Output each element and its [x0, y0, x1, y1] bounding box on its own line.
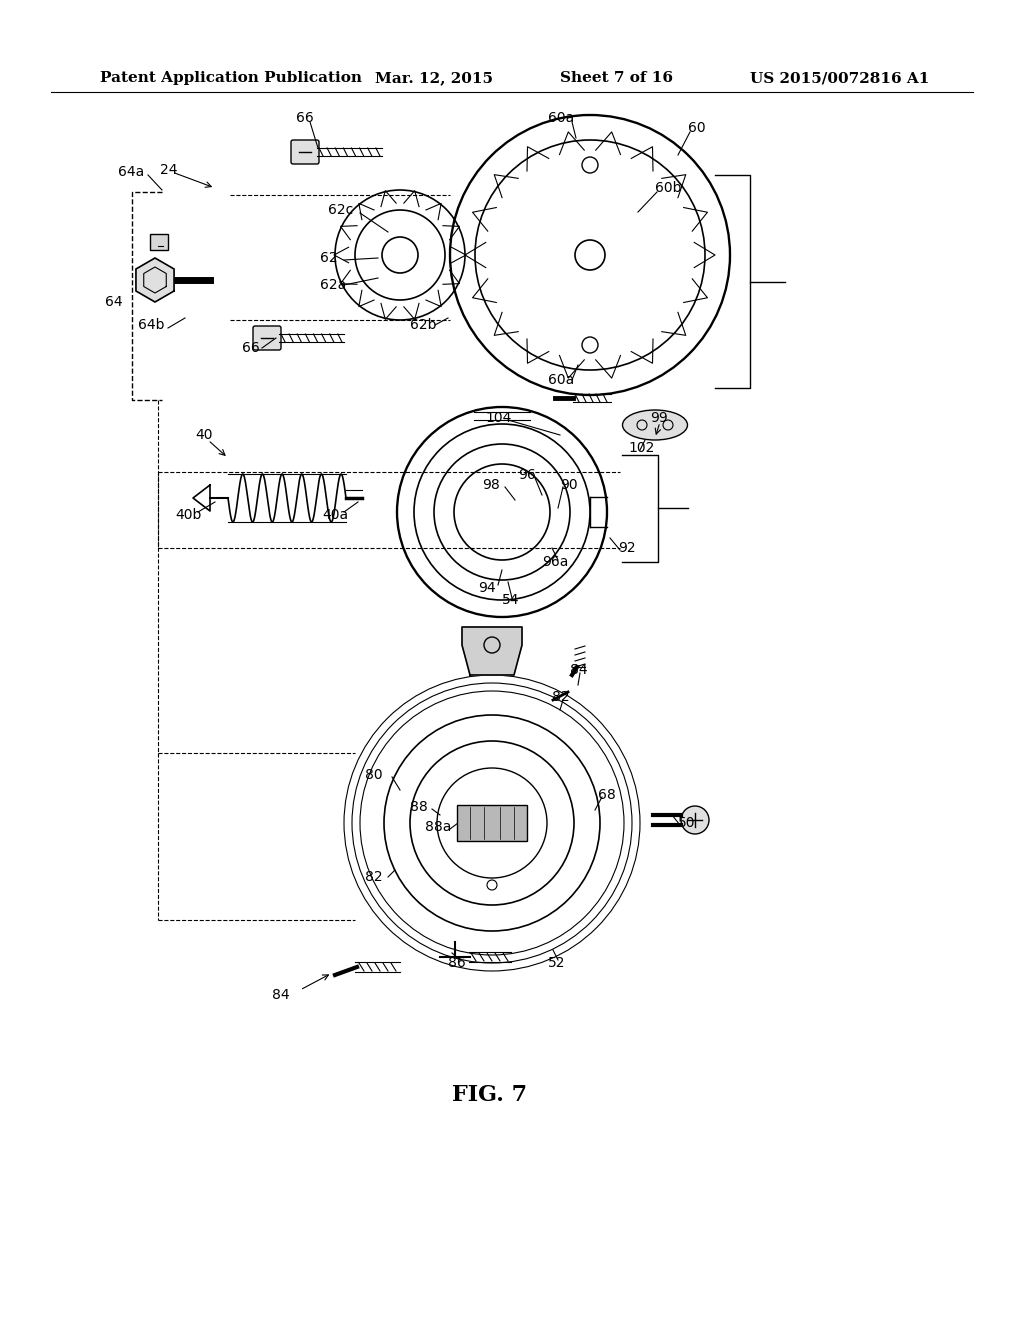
Text: 66: 66	[242, 341, 260, 355]
Text: 40a: 40a	[322, 508, 348, 521]
Text: 80: 80	[365, 768, 383, 781]
Text: 66: 66	[296, 111, 313, 125]
Text: FIG. 7: FIG. 7	[453, 1084, 527, 1106]
Polygon shape	[462, 627, 522, 675]
Circle shape	[681, 807, 709, 834]
Text: 88a: 88a	[425, 820, 452, 834]
Text: Mar. 12, 2015: Mar. 12, 2015	[375, 71, 493, 84]
FancyBboxPatch shape	[291, 140, 319, 164]
Text: 96: 96	[518, 469, 536, 482]
Text: US 2015/0072816 A1: US 2015/0072816 A1	[750, 71, 930, 84]
Bar	[457, 805, 527, 841]
Text: 60b: 60b	[655, 181, 682, 195]
Text: 68: 68	[598, 788, 615, 803]
Text: 94: 94	[478, 581, 496, 595]
Text: 64b: 64b	[138, 318, 165, 333]
Text: 50: 50	[678, 816, 695, 830]
Text: 82: 82	[552, 690, 569, 704]
Text: 62a: 62a	[319, 279, 346, 292]
Text: 62b: 62b	[410, 318, 436, 333]
Text: 24: 24	[160, 162, 177, 177]
Text: 40: 40	[195, 428, 213, 442]
Text: 102: 102	[628, 441, 654, 455]
Text: 52: 52	[548, 956, 565, 970]
FancyBboxPatch shape	[150, 234, 168, 249]
Text: 90: 90	[560, 478, 578, 492]
Text: 62: 62	[319, 251, 338, 265]
Text: 92: 92	[618, 541, 636, 554]
Text: Sheet 7 of 16: Sheet 7 of 16	[560, 71, 673, 84]
Text: 88: 88	[410, 800, 428, 814]
Text: 84: 84	[272, 987, 290, 1002]
Text: 60: 60	[688, 121, 706, 135]
Text: 62c: 62c	[328, 203, 353, 216]
Text: Patent Application Publication: Patent Application Publication	[100, 71, 362, 84]
Polygon shape	[136, 257, 174, 302]
FancyBboxPatch shape	[253, 326, 281, 350]
Text: 104: 104	[485, 411, 511, 425]
Text: 64a: 64a	[118, 165, 144, 180]
Text: 96a: 96a	[542, 554, 568, 569]
Ellipse shape	[623, 411, 687, 440]
Text: 54: 54	[502, 593, 519, 607]
Text: 60a: 60a	[548, 111, 574, 125]
Text: 86: 86	[449, 956, 466, 970]
Text: 82: 82	[365, 870, 383, 884]
Text: 40b: 40b	[175, 508, 202, 521]
Text: 99: 99	[650, 411, 668, 425]
Text: 64: 64	[105, 294, 123, 309]
Text: 98: 98	[482, 478, 500, 492]
Text: 84: 84	[570, 663, 588, 677]
Text: 60a: 60a	[548, 374, 574, 387]
